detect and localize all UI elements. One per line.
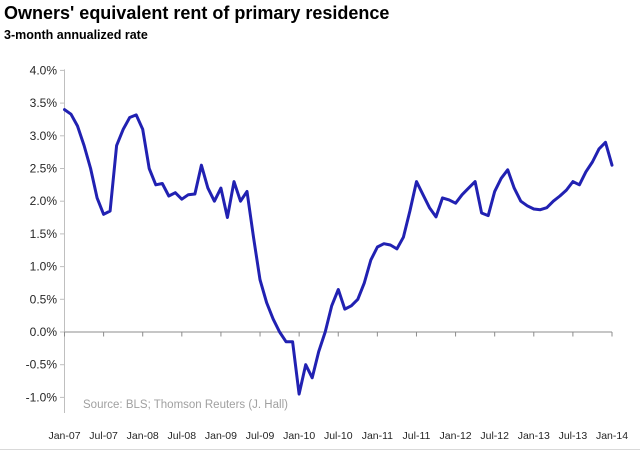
x-tick-label: Jul-13 <box>559 430 588 442</box>
x-tick-label: Jan-13 <box>518 430 550 442</box>
y-tick-label: 3.5% <box>30 96 58 110</box>
source-note: Source: BLS; Thomson Reuters (J. Hall) <box>83 399 288 411</box>
x-tick-label: Jan-12 <box>440 430 472 442</box>
x-tick-label: Jul-12 <box>480 430 509 442</box>
chart-title: Owners' equivalent rent of primary resid… <box>4 3 390 23</box>
x-tick-label: Jan-11 <box>362 430 393 442</box>
x-tick-label: Jul-10 <box>324 430 353 442</box>
y-tick-label: 3.0% <box>30 129 58 143</box>
oer-data-line <box>63 108 614 396</box>
y-tick-label: -0.5% <box>26 358 58 372</box>
y-tick-label: 1.5% <box>30 227 58 241</box>
y-tick-label: 1.0% <box>30 260 58 274</box>
chart-subtitle: 3-month annualized rate <box>4 28 148 42</box>
y-tick-label: 4.0% <box>30 63 58 77</box>
x-tick-label: Jan-08 <box>127 430 159 442</box>
x-tick-label: Jul-08 <box>168 430 197 442</box>
y-tick-label: 2.5% <box>30 162 58 176</box>
x-tick-label: Jul-11 <box>403 430 431 442</box>
y-tick-label: 0.5% <box>30 292 58 306</box>
x-tick-label: Jan-09 <box>205 430 237 442</box>
y-tick-label: 0.0% <box>30 325 58 339</box>
x-tick-label: Jul-09 <box>246 430 275 442</box>
x-tick-label: Jan-07 <box>48 430 80 442</box>
x-tick-label: Jul-07 <box>89 430 118 442</box>
x-tick-label: Jan-10 <box>283 430 315 442</box>
y-tick-label: 2.0% <box>30 194 58 208</box>
y-tick-label: -1.0% <box>26 390 58 404</box>
x-tick-label: Jan-14 <box>596 430 628 442</box>
